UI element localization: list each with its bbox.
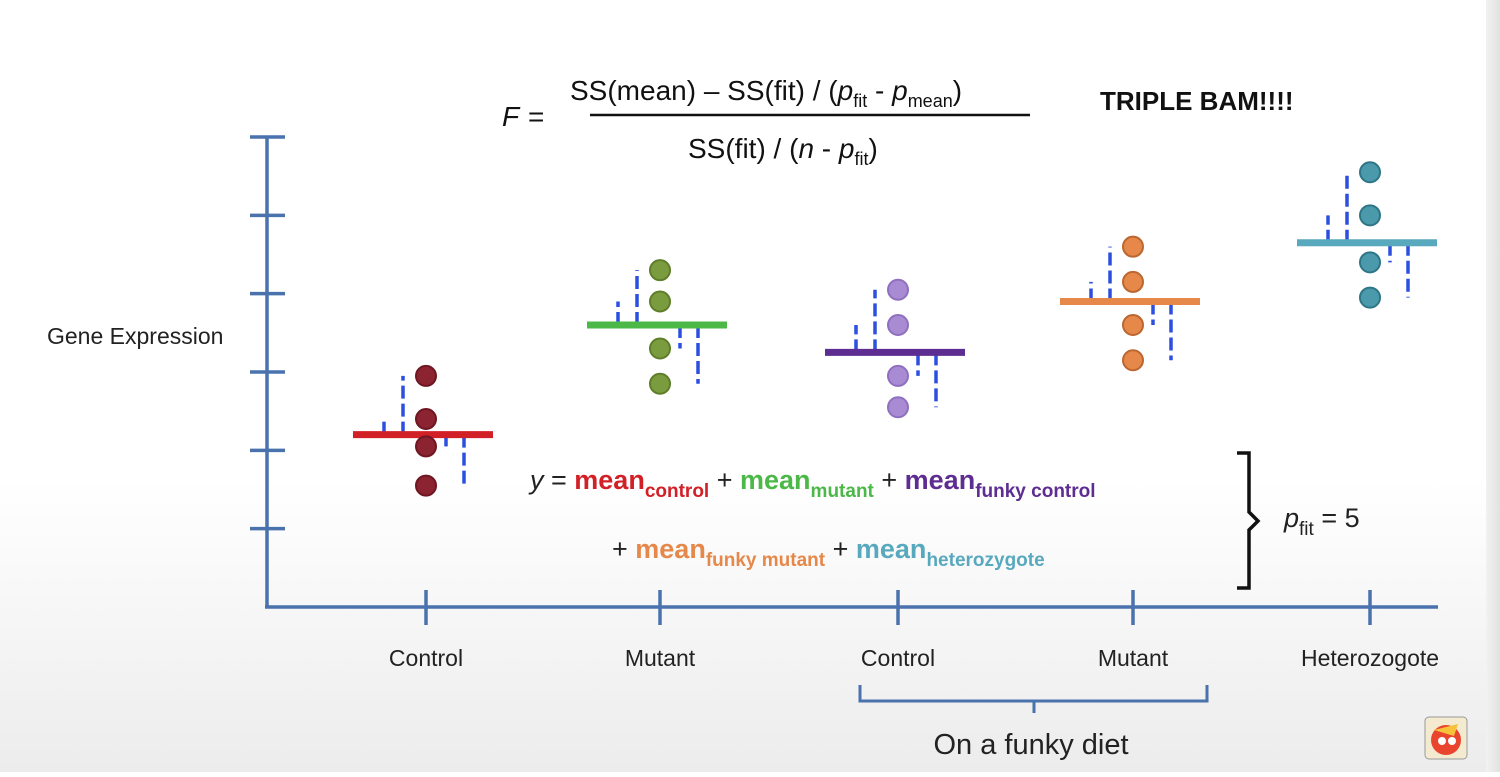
group-heterozygote — [1297, 161, 1437, 309]
formula-equals: = — [528, 101, 544, 132]
data-point — [1122, 270, 1144, 293]
data-point — [415, 364, 437, 387]
model-line-2: + meanfunky mutant + meanheterozygote — [612, 534, 1045, 571]
data-point — [1359, 161, 1381, 184]
x-tick-label: Control — [861, 645, 935, 671]
formula-numerator: SS(mean) – SS(fit) / (pfit - pmean) — [570, 75, 962, 111]
model-line-1: y = meancontrol + meanmutant + meanfunky… — [528, 465, 1096, 502]
data-point — [1122, 314, 1144, 336]
frame-edge — [1486, 0, 1500, 772]
data-point — [887, 314, 909, 336]
group-funky-mutant — [1060, 235, 1200, 372]
data-point — [1359, 286, 1381, 309]
x-tick-label: Mutant — [625, 645, 696, 671]
group-label-funky-diet: On a funky diet — [933, 729, 1128, 761]
data-point — [415, 408, 437, 430]
x-tick-label: Heterozogote — [1301, 645, 1439, 671]
data-point — [887, 364, 909, 387]
data-point — [649, 337, 671, 360]
pfit-label: pfit = 5 — [1283, 503, 1360, 540]
group-mutant — [587, 259, 727, 395]
data-point — [1359, 204, 1381, 227]
channel-logo — [1424, 716, 1468, 760]
x-tick-label: Mutant — [1098, 645, 1169, 671]
data-point — [649, 259, 671, 282]
y-axis-label: Gene Expression — [47, 323, 223, 349]
formula-lhs: F — [502, 101, 521, 132]
formula-denominator: SS(fit) / (n - pfit) — [688, 133, 878, 169]
data-point — [1359, 251, 1381, 274]
group-control — [353, 364, 493, 497]
data-point — [415, 435, 437, 458]
data-point — [649, 290, 671, 313]
group-funky-control — [825, 278, 965, 419]
data-point — [887, 278, 909, 301]
triple-bam: TRIPLE BAM!!!! — [1100, 86, 1294, 116]
data-point — [1122, 235, 1144, 258]
x-tick-label: Control — [389, 645, 463, 671]
funky-diet-bracket — [858, 685, 1209, 713]
data-point — [415, 474, 437, 497]
model-bracket — [1237, 451, 1261, 590]
data-point — [649, 372, 671, 395]
data-point — [887, 396, 909, 419]
data-point — [1122, 349, 1144, 372]
